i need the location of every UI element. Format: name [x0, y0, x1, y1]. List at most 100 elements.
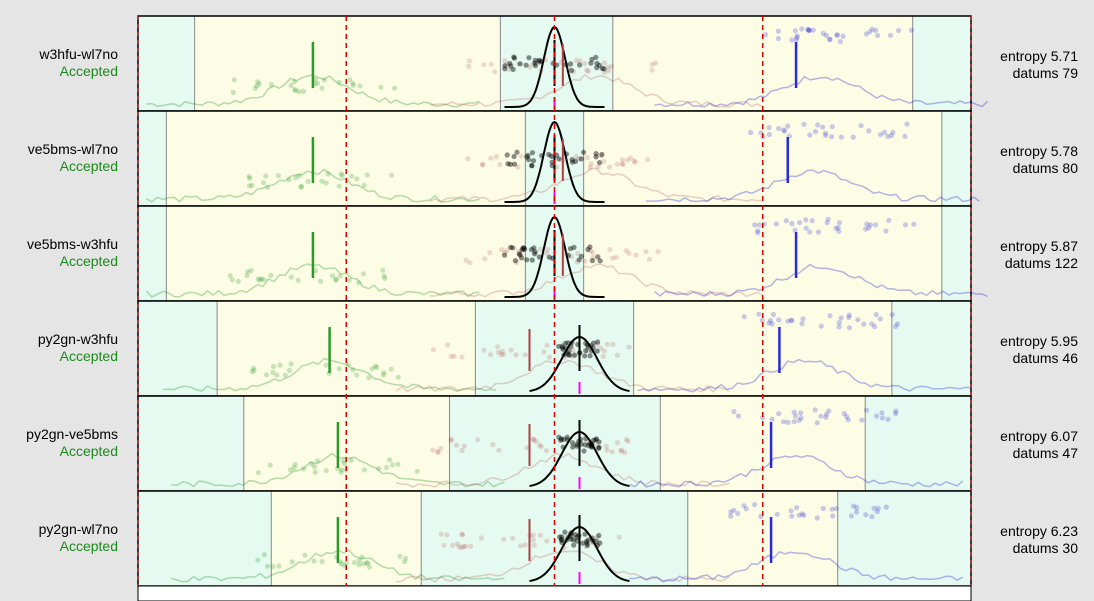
- data-point: [861, 321, 867, 327]
- data-point: [516, 248, 522, 254]
- data-point: [338, 561, 344, 567]
- datums-text: datums 79: [1012, 65, 1078, 81]
- data-point: [815, 229, 822, 235]
- data-point: [509, 535, 516, 541]
- data-point: [776, 317, 782, 323]
- data-point: [803, 225, 809, 231]
- data-point: [431, 346, 437, 353]
- data-point: [445, 342, 451, 348]
- data-point: [354, 372, 360, 378]
- data-point: [323, 362, 329, 368]
- data-point: [508, 63, 514, 69]
- data-point: [559, 534, 565, 540]
- data-point: [594, 65, 600, 71]
- data-point: [546, 254, 552, 260]
- data-point: [567, 531, 574, 537]
- data-point: [769, 321, 775, 327]
- data-point: [588, 60, 594, 66]
- data-point: [255, 470, 261, 476]
- data-point: [649, 67, 655, 73]
- data-point: [561, 436, 567, 442]
- data-point: [544, 342, 550, 348]
- data-point: [567, 352, 573, 358]
- data-point: [759, 415, 766, 421]
- data-point: [818, 413, 824, 419]
- data-point: [558, 436, 565, 442]
- data-point: [608, 63, 615, 69]
- data-point: [504, 152, 510, 158]
- data-point: [836, 220, 843, 226]
- data-point: [521, 245, 527, 251]
- data-point: [275, 173, 281, 179]
- data-point: [575, 250, 581, 257]
- data-point: [546, 354, 553, 360]
- data-point: [383, 465, 389, 471]
- data-point: [487, 250, 493, 256]
- data-point: [468, 543, 474, 550]
- data-point: [518, 153, 524, 159]
- data-point: [325, 171, 331, 177]
- data-point: [488, 155, 494, 161]
- data-point: [775, 35, 781, 42]
- data-point: [380, 267, 386, 273]
- data-point: [504, 61, 511, 68]
- data-point: [796, 512, 802, 518]
- data-point: [578, 156, 584, 162]
- data-point: [877, 132, 884, 138]
- data-point: [820, 124, 826, 130]
- data-point: [799, 321, 805, 327]
- data-point: [594, 348, 600, 354]
- data-point: [270, 564, 276, 570]
- data-point: [448, 353, 454, 359]
- data-point: [502, 249, 508, 255]
- data-point: [456, 544, 462, 550]
- data-point: [582, 353, 588, 359]
- data-point: [908, 27, 915, 33]
- data-point: [776, 126, 782, 132]
- data-point: [583, 348, 589, 354]
- data-point: [360, 271, 367, 277]
- data-point: [823, 32, 829, 39]
- data-point: [864, 221, 870, 227]
- data-point: [528, 247, 535, 253]
- data-point: [782, 128, 788, 134]
- data-point: [812, 129, 819, 135]
- data-point: [879, 415, 886, 421]
- data-point: [622, 449, 628, 456]
- data-point: [596, 532, 602, 539]
- data-point: [589, 56, 595, 62]
- data-point: [556, 156, 562, 162]
- data-point: [286, 367, 292, 373]
- data-point: [797, 220, 803, 226]
- data-point: [319, 558, 325, 565]
- data-point: [623, 248, 629, 254]
- data-point: [318, 278, 324, 284]
- data-point: [788, 317, 794, 323]
- data-point: [501, 536, 507, 542]
- data-point: [791, 409, 797, 415]
- data-point: [333, 277, 339, 283]
- data-point: [570, 444, 576, 450]
- data-point: [524, 257, 530, 263]
- data-point: [559, 537, 565, 543]
- data-point: [840, 33, 846, 40]
- data-point: [569, 254, 575, 260]
- data-point: [768, 317, 774, 324]
- data-point: [590, 340, 597, 346]
- data-point: [542, 57, 548, 63]
- data-point: [585, 344, 591, 350]
- data-point: [288, 467, 294, 473]
- data-point: [587, 164, 593, 171]
- data-point: [846, 314, 852, 321]
- data-point: [762, 31, 769, 38]
- data-point: [274, 372, 280, 378]
- data-point: [526, 157, 532, 163]
- data-point: [785, 318, 791, 324]
- data-point: [520, 245, 526, 251]
- data-point: [834, 32, 840, 38]
- data-point: [538, 68, 544, 74]
- center-density-curve: [504, 120, 605, 203]
- data-point: [529, 150, 536, 156]
- data-point: [618, 448, 625, 454]
- data-point: [397, 553, 403, 560]
